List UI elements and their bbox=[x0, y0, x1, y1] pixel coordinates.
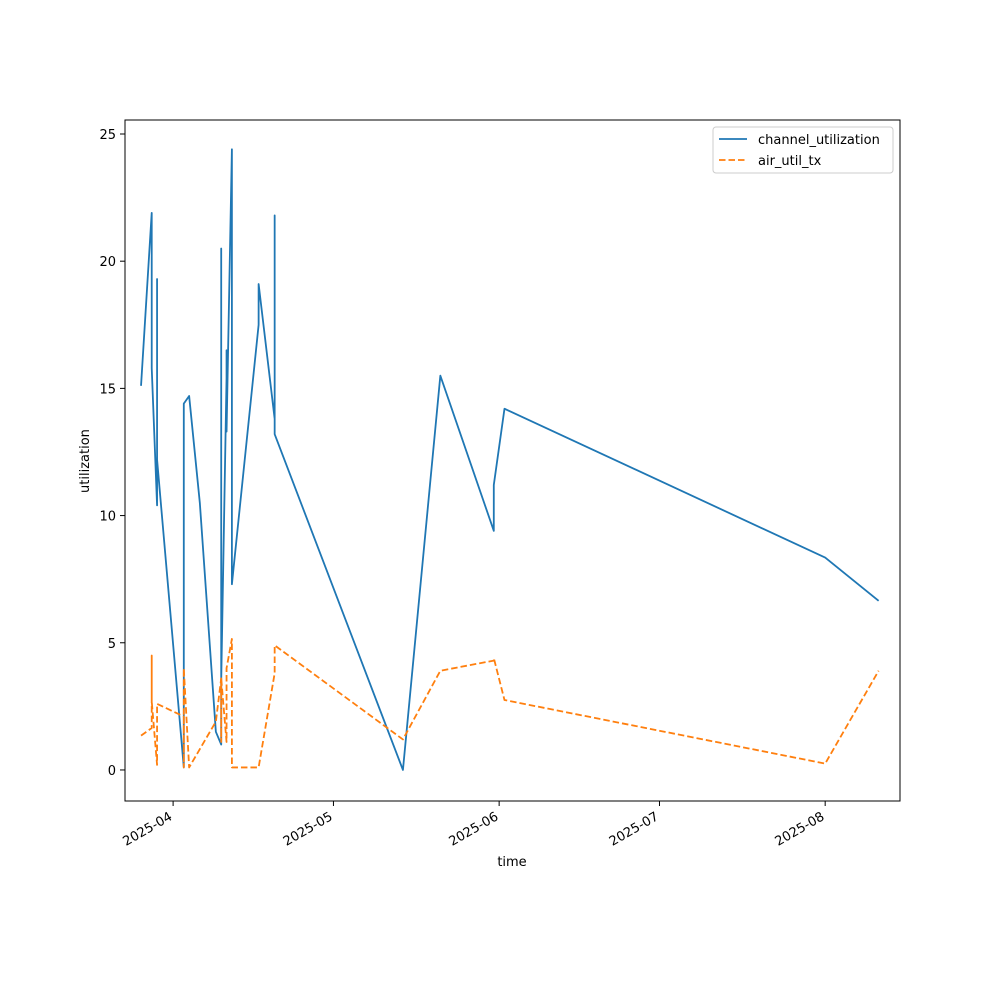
series-line-channel-utilization bbox=[140, 148, 880, 771]
x-axis-label: time bbox=[497, 855, 526, 870]
y-tick-label: 15 bbox=[99, 382, 116, 397]
series-layer bbox=[140, 148, 880, 771]
legend-label-channel-utilization: channel_utilization bbox=[758, 133, 880, 148]
legend-label-air-util-tx: air_util_tx bbox=[758, 154, 822, 169]
y-tick-label: 20 bbox=[99, 255, 116, 270]
y-tick-label: 25 bbox=[99, 128, 116, 143]
plot-frame bbox=[124, 119, 901, 802]
y-tick-label: 0 bbox=[108, 764, 116, 779]
series-line-air-util-tx bbox=[140, 638, 880, 769]
legend: channel_utilization air_util_tx bbox=[712, 126, 894, 174]
y-axis: 0 5 10 15 20 25 bbox=[99, 128, 125, 779]
y-axis-label: utilization bbox=[78, 429, 93, 493]
y-tick-label: 10 bbox=[99, 510, 116, 525]
y-tick-label: 5 bbox=[108, 637, 116, 652]
legend-box bbox=[712, 126, 894, 174]
